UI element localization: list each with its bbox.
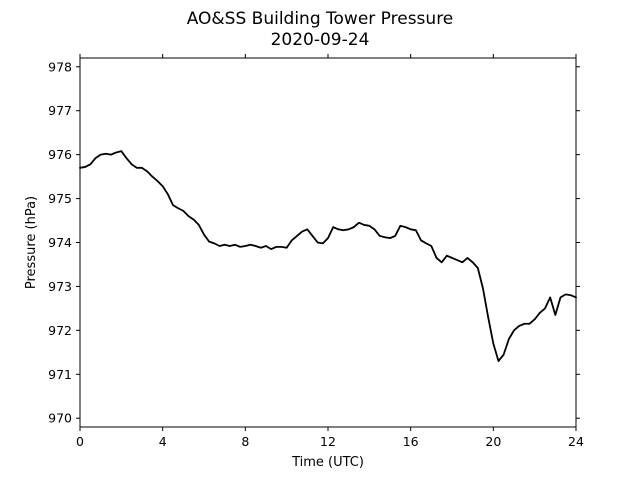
chart-subtitle: 2020-09-24: [271, 30, 370, 50]
x-tick-label: 0: [76, 434, 84, 449]
y-axis-label: Pressure (hPa): [24, 196, 39, 289]
y-tick-label: 978: [48, 59, 72, 74]
x-tick-label: 12: [320, 434, 336, 449]
y-tick-label: 976: [48, 147, 72, 162]
y-tick-label: 973: [48, 279, 72, 294]
x-axis-label: Time (UTC): [291, 455, 364, 470]
x-axis-ticks: 0 4 8 12 16 20 24: [76, 54, 584, 449]
pressure-series-line: [79, 150, 577, 363]
y-axis-ticks: 970 971 972 973 974 975 976 977 978: [48, 59, 580, 426]
y-tick-label: 971: [48, 367, 72, 382]
y-tick-label: 975: [48, 191, 72, 206]
x-tick-label: 4: [159, 434, 167, 449]
x-tick-label: 8: [241, 434, 249, 449]
x-tick-label: 16: [403, 434, 419, 449]
chart-title: AO&SS Building Tower Pressure: [187, 9, 454, 29]
x-tick-label: 24: [568, 434, 584, 449]
y-tick-label: 974: [48, 235, 72, 250]
y-tick-label: 970: [48, 411, 72, 426]
y-tick-label: 972: [48, 323, 72, 338]
plot-frame: [79, 57, 577, 428]
y-tick-label: 977: [48, 103, 72, 118]
x-tick-label: 20: [485, 434, 501, 449]
